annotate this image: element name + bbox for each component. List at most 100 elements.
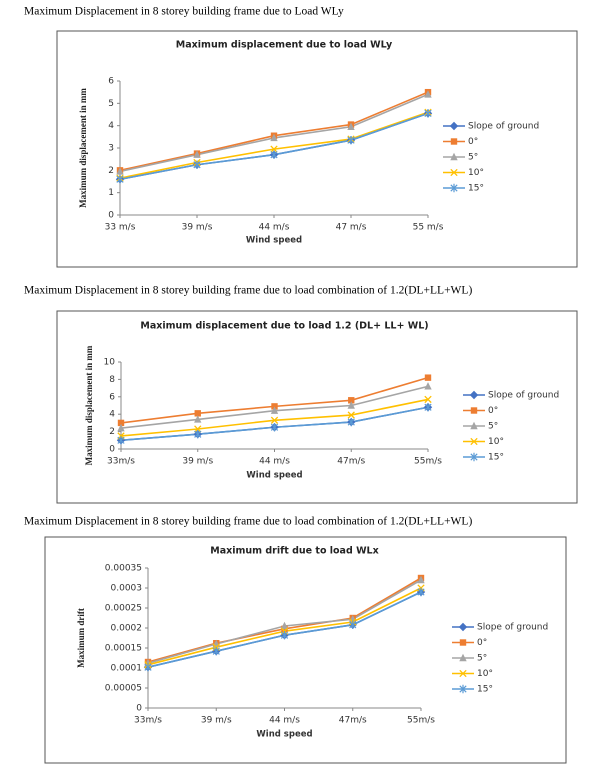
marker: [459, 669, 467, 678]
x-tick-label: 33m/s: [134, 716, 162, 726]
y-tick-label: 2: [108, 166, 114, 176]
x-tick-label: 33 m/s: [105, 223, 136, 233]
x-tick-label: 55 m/s: [413, 223, 444, 233]
legend-label: 5°: [477, 654, 487, 664]
marker: [347, 135, 355, 145]
marker: [270, 423, 279, 432]
y-tick-label: 0: [136, 704, 142, 714]
y-tick-label: 6: [109, 392, 115, 402]
y-tick-label: 2: [109, 427, 115, 437]
marker: [194, 430, 202, 439]
caption: Maximum Displacement in 8 storey buildin…: [24, 285, 472, 297]
legend-label: 10°: [468, 168, 484, 178]
y-tick-label: 1: [108, 188, 114, 198]
y-axis-title: Maximum drift: [76, 608, 86, 668]
y-tick-label: 0.0001: [111, 664, 143, 674]
marker: [347, 401, 355, 409]
y-tick-label: 10: [104, 358, 116, 368]
marker: [116, 167, 124, 175]
marker: [424, 403, 432, 412]
caption: Maximum Displacement in 8 storey buildin…: [24, 6, 344, 18]
legend-label: Slope of ground: [477, 623, 548, 633]
marker: [193, 150, 201, 158]
marker: [280, 621, 289, 630]
marker: [212, 647, 220, 656]
y-tick-label: 3: [108, 144, 114, 154]
marker: [459, 639, 467, 646]
x-axis-title: Wind speed: [246, 471, 302, 481]
marker: [117, 436, 125, 445]
y-tick-label: 0.00035: [105, 564, 142, 574]
legend-label: 15°: [488, 453, 504, 463]
x-tick-label: 44 m/s: [259, 457, 290, 467]
y-tick-label: 0.0002: [111, 624, 143, 634]
legend-label: 5°: [488, 422, 498, 432]
y-tick-label: 4: [109, 410, 115, 420]
legend-label: 15°: [468, 184, 484, 194]
marker: [450, 168, 458, 177]
caption: Maximum Displacement in 8 storey buildin…: [24, 516, 472, 528]
marker: [424, 374, 432, 381]
chart-frame: [56, 310, 578, 504]
y-tick-label: 0: [109, 445, 115, 455]
marker: [347, 417, 355, 427]
legend-label: 0°: [468, 137, 478, 147]
marker: [116, 175, 124, 184]
y-tick-label: 6: [108, 77, 114, 87]
marker: [270, 145, 278, 153]
x-axis-title: Wind speed: [256, 730, 312, 740]
y-tick-label: 4: [108, 121, 114, 131]
y-tick-label: 0.00025: [105, 604, 142, 614]
chart-frame: [44, 536, 567, 764]
marker: [271, 403, 278, 410]
y-tick-label: 0.00005: [105, 684, 142, 694]
marker: [449, 121, 459, 131]
x-axis-title: Wind speed: [246, 236, 302, 246]
legend-label: 0°: [477, 638, 487, 648]
y-tick-label: 8: [109, 375, 115, 385]
legend-label: 5°: [468, 153, 478, 163]
x-tick-label: 44 m/s: [259, 223, 290, 233]
legend-label: 15°: [477, 685, 493, 695]
y-axis-title: Maximum displacement in mm: [84, 345, 94, 465]
marker: [348, 397, 355, 404]
marker: [347, 411, 355, 419]
marker: [424, 109, 432, 118]
y-tick-label: 0.00015: [105, 644, 142, 654]
marker: [450, 183, 458, 193]
marker: [270, 406, 279, 414]
marker: [470, 452, 478, 462]
y-tick-label: 5: [108, 99, 114, 109]
x-tick-label: 47m/s: [339, 716, 367, 726]
x-tick-label: 47m/s: [337, 457, 365, 467]
y-tick-label: 0: [108, 211, 114, 221]
marker: [417, 587, 425, 597]
marker: [470, 437, 478, 446]
marker: [417, 575, 425, 584]
marker: [424, 395, 432, 404]
marker: [459, 653, 467, 662]
x-tick-label: 55m/s: [407, 716, 435, 726]
marker: [193, 160, 201, 169]
marker: [270, 416, 279, 424]
marker: [347, 122, 355, 130]
x-tick-label: 47 m/s: [336, 223, 367, 233]
marker: [469, 390, 479, 400]
x-tick-label: 33m/s: [107, 457, 135, 467]
marker: [424, 90, 432, 98]
marker: [194, 415, 202, 423]
marker: [117, 419, 125, 427]
marker: [450, 138, 458, 145]
marker: [194, 410, 201, 417]
y-tick-label: 0.0003: [111, 584, 143, 594]
marker: [349, 620, 357, 629]
marker: [144, 663, 152, 672]
chart-title: Maximum displacement due to load WLy: [176, 40, 393, 51]
marker: [459, 684, 467, 694]
marker: [458, 622, 468, 632]
legend-label: Slope of ground: [468, 122, 539, 132]
marker: [470, 421, 478, 430]
chart-frame: [56, 30, 578, 268]
y-axis-title: Maximum displacement in mm: [78, 88, 88, 208]
